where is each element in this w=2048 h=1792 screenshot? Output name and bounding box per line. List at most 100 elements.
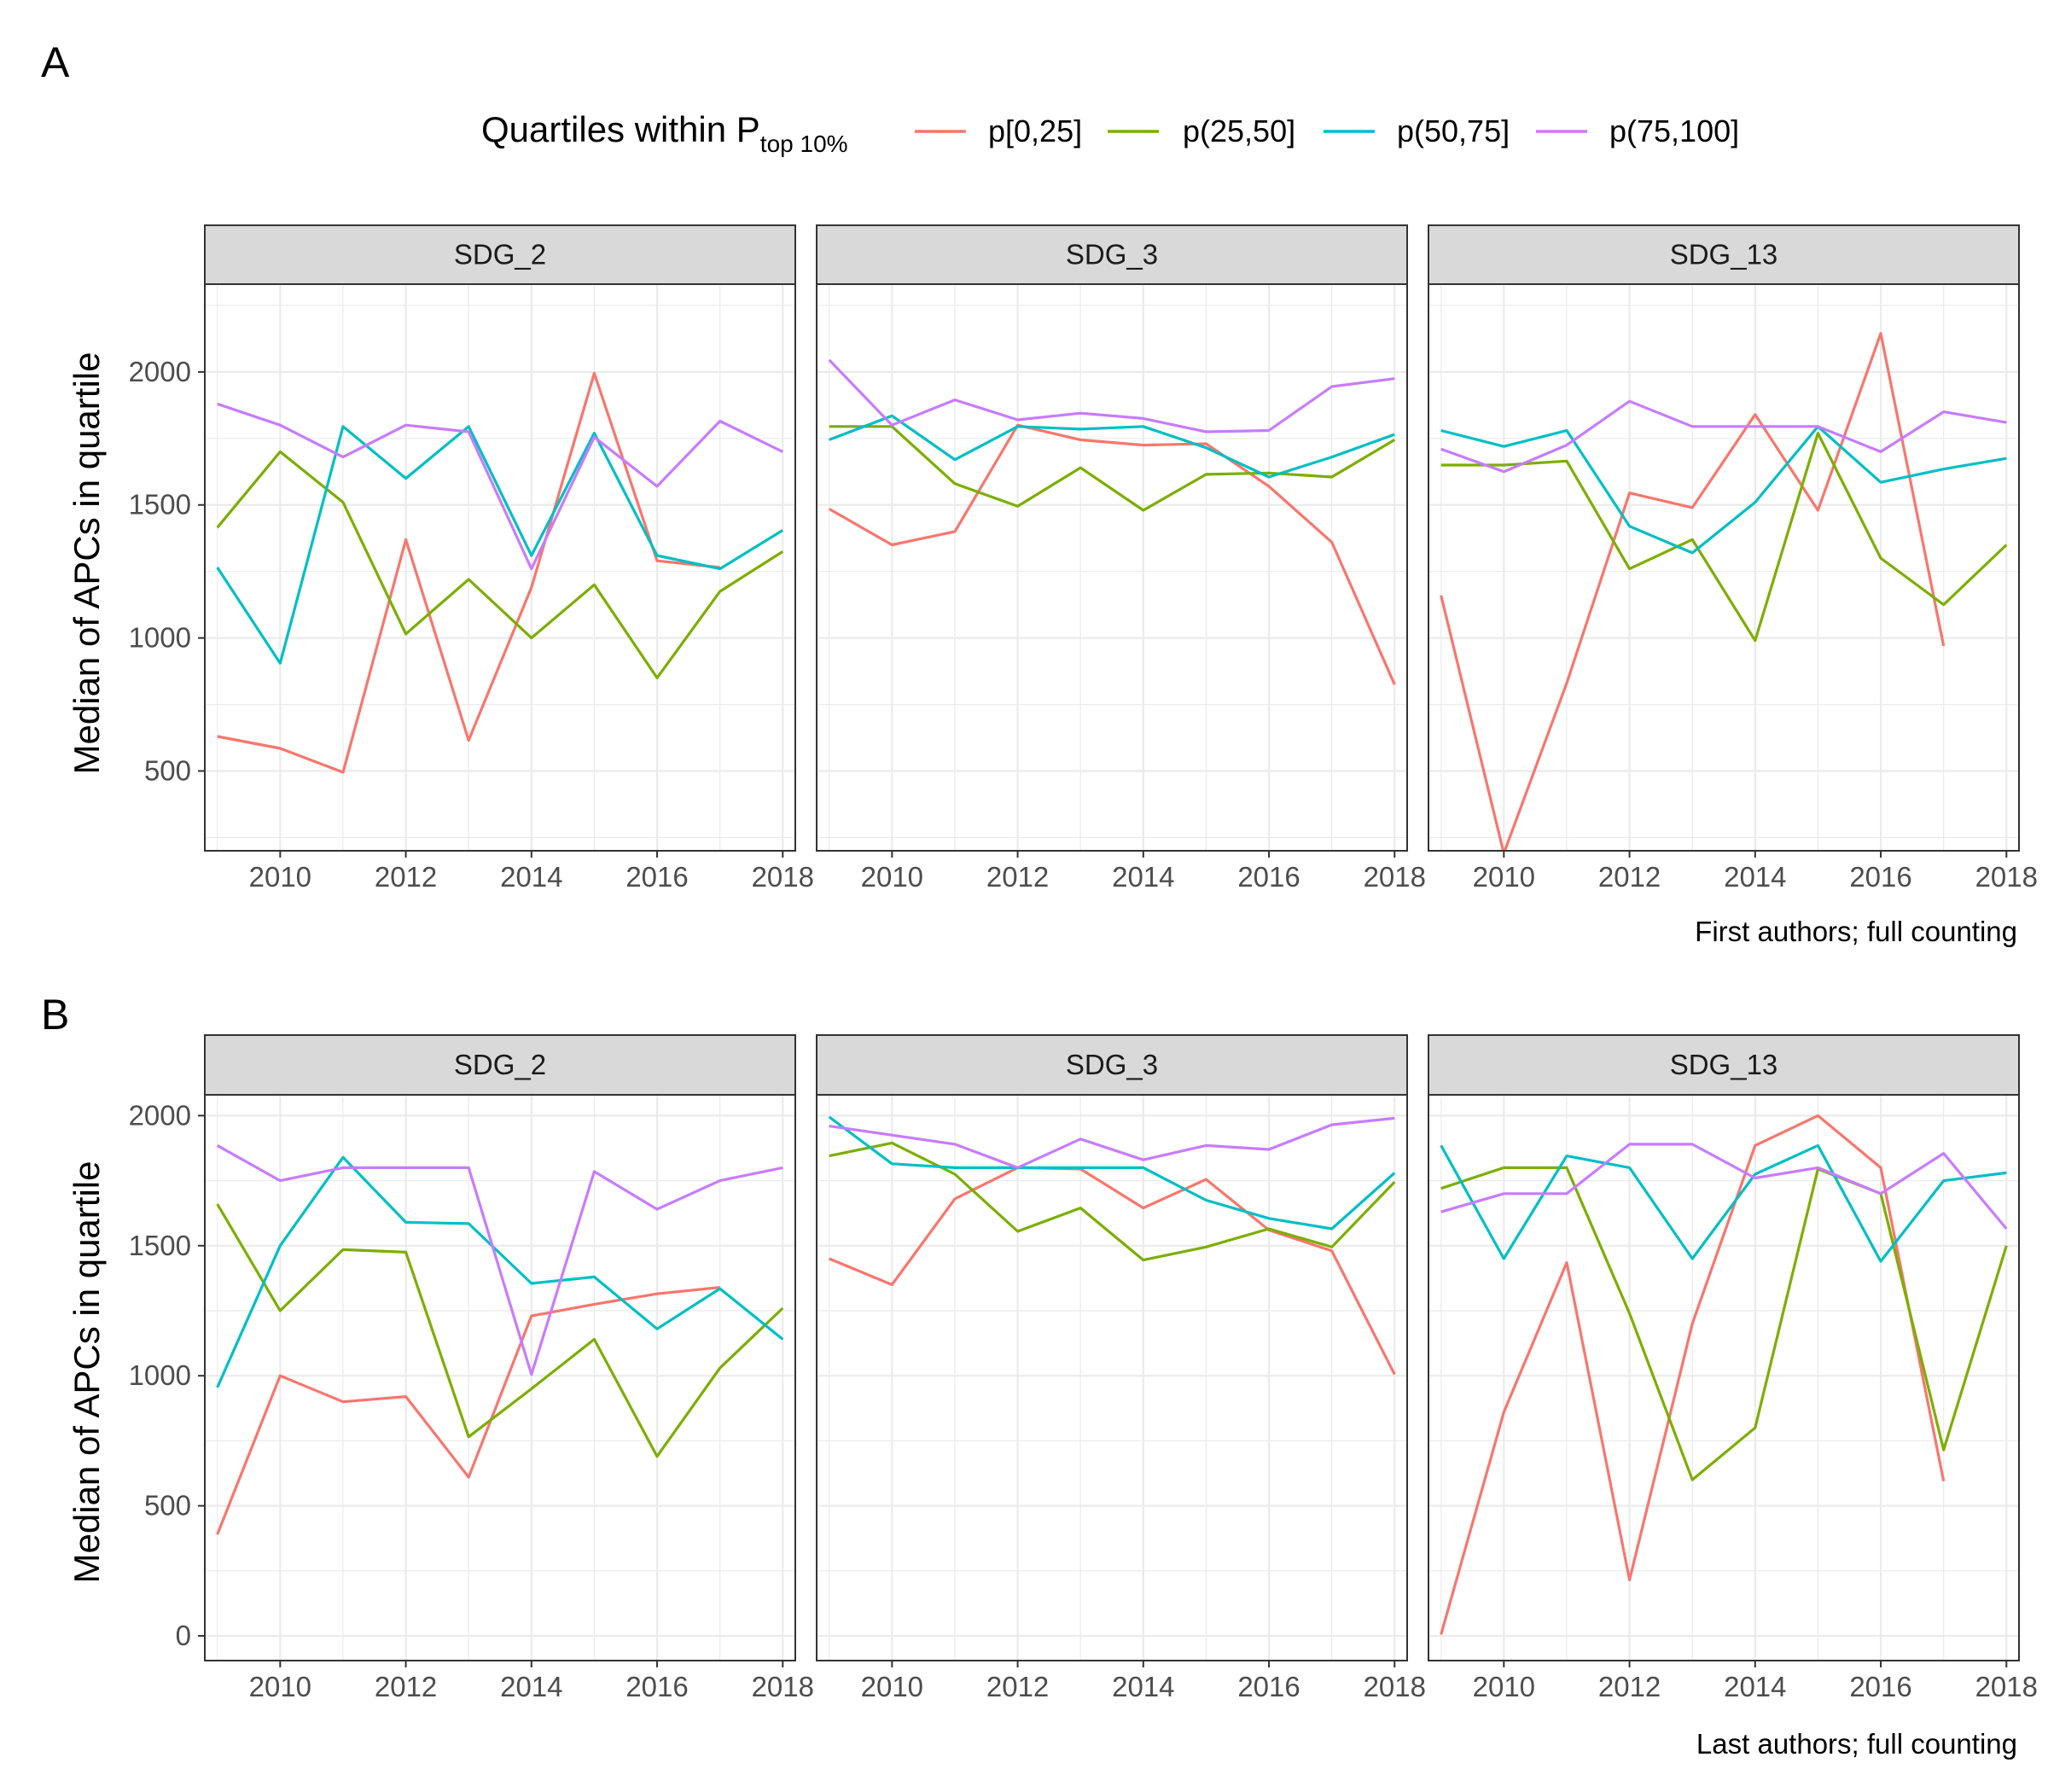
series-line-p-75-100 [1440,399,2007,474]
x-tick-label: 2018 [752,861,814,893]
series-lines [828,1115,1396,1376]
x-tick-label: 2018 [1975,1671,2038,1702]
series-line-p-75-100 [828,358,1395,433]
x-tick-label: 2014 [500,861,562,893]
series-lines [828,358,1396,685]
plot-background [1428,284,2019,851]
series-line-p-0-25 [216,1286,720,1535]
plot-background [817,1095,1407,1661]
legend-title-main: Quartiles within P [481,109,760,149]
x-tick-label: 2018 [1364,861,1426,893]
series-line-p-25-50 [216,450,784,679]
x-tick-label: 2010 [1473,1671,1535,1702]
y-tick-label: 2000 [129,356,191,387]
x-tick-label: 2010 [249,1671,311,1702]
x-tick-label: 2016 [625,1671,688,1702]
series-line-p-75-100 [1440,1143,2008,1231]
x-tick-label: 2012 [986,1671,1049,1702]
x-tick-label: 2014 [1112,861,1174,893]
plot-background [205,284,795,851]
caption-a: First authors; full counting [1695,916,2017,947]
y-tick-label: 500 [144,1490,191,1521]
plot-background [1428,1095,2019,1661]
legend-label-p0-25: p[0,25] [988,113,1082,148]
x-tick-label: 2012 [986,861,1049,893]
series-line-p-50-75 [1440,425,2007,555]
x-tick-label: 2014 [1112,1671,1174,1702]
facet-sdg-13: SDG_13 2010 2012 2014 2016 2018 [1428,1034,2038,1702]
x-tick-label: 2016 [1237,861,1300,893]
facet-strip-label: SDG_2 [454,239,546,271]
gridlines [205,1095,795,1661]
gridlines [817,1095,1407,1661]
series-line-p-25-50 [829,1141,1396,1262]
series-line-p-50-75 [829,414,1395,479]
x-tick-label: 2012 [375,861,437,893]
legend-label-p25-50: p(25,50] [1183,113,1295,148]
series-line-p-25-50 [216,1203,784,1458]
facet-strip-label: SDG_2 [454,1049,546,1080]
chart-block-a: A Median of APCs in quartile SDG_2 2010 20… [41,38,2038,947]
gridlines [817,284,1407,851]
facet-strip-label: SDG_3 [1066,239,1158,271]
x-tick-label: 2018 [1975,861,2038,893]
series-line-p-25-50 [829,425,1396,512]
x-tick-label: 2010 [861,1671,923,1702]
plot-background [817,284,1407,851]
series-line-p-0-25 [1440,332,1946,851]
series-line-p-75-100 [216,1144,783,1376]
panel-label-a: A [41,38,70,86]
y-tick-label: 0 [176,1620,191,1651]
x-tick-label: 2016 [1849,1671,1911,1702]
x-tick-label: 2010 [249,861,311,893]
x-tick-label: 2014 [1724,1671,1786,1702]
series-lines [1440,332,2008,851]
facet-sdg-3: SDG_3 2010 2012 2014 2016 2018 [816,1034,1426,1702]
series-line-p-0-25 [217,371,720,774]
x-tick-label: 2012 [1598,1671,1661,1702]
y-tick-label: 1000 [129,622,191,654]
panel-border [816,1094,1408,1661]
series-line-p-50-75 [1440,1143,2007,1263]
x-tick-label: 2016 [1237,1671,1300,1702]
plot-background [205,1095,795,1661]
panel-border [204,283,796,852]
series-line-p-50-75 [828,1115,1396,1231]
x-tick-label: 2016 [625,861,688,893]
panel-border [204,1094,796,1661]
panel-border [1428,283,2020,852]
series-line-p-25-50 [1440,432,2008,643]
facet-sdg-2: SDG_2 2010 2012 2014 2016 2018 0 500 1000 1500 200… [129,1034,814,1702]
series-line-p-50-75 [216,1155,784,1388]
caption-b: Last authors; full counting [1696,1728,2017,1760]
x-tick-label: 2010 [1473,861,1535,893]
legend-title-subscript: top 10% [760,131,848,157]
series-line-p-75-100 [217,402,784,571]
series-lines [1440,1114,2008,1635]
facets-a: SDG_2 2010 2012 2014 2016 2018 500 1000 1500 2000… [129,224,2038,893]
facet-strip-sdg-13 [1428,224,2020,285]
x-tick-label: 2010 [861,861,923,893]
series-line-p-75-100 [829,1116,1395,1169]
x-tick-label: 2014 [1724,861,1786,893]
y-axis-title-b: Median of APCs in quartile [67,1161,107,1584]
gridlines [1428,1095,2019,1661]
facet-strip-sdg-2 [204,224,796,285]
legend-title: Quartiles within Ptop 10% [481,109,848,157]
facet-strip-sdg-2 [204,1034,796,1096]
legend: Quartiles within Ptop 10% p[0,25] p(25,5… [481,109,1739,157]
series-line-p-0-25 [829,1166,1396,1376]
facet-sdg-3: SDG_3 2010 2012 2014 2016 2018 [816,224,1426,893]
series-lines [216,1144,784,1535]
series-lines [216,371,784,774]
panel-border [816,283,1408,852]
y-tick-label: 1500 [129,1230,191,1261]
x-tick-label: 2016 [1849,861,1911,893]
y-tick-label: 2000 [129,1099,191,1131]
series-line-p-0-25 [1440,1114,1946,1635]
y-tick-label: 1000 [129,1359,191,1391]
facet-strip-label: SDG_13 [1670,239,1778,271]
gridlines [1428,284,2019,851]
legend-label-p75-100: p(75,100] [1609,113,1739,148]
